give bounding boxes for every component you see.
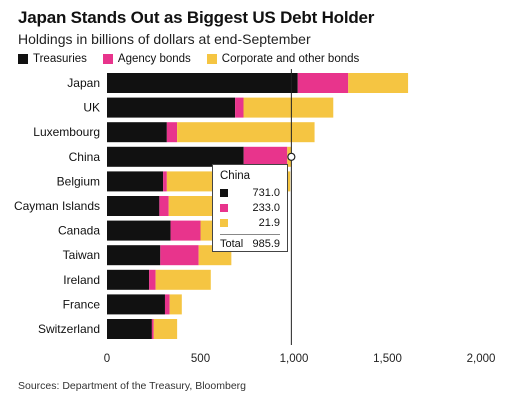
- bar-luxembourg-corporate-and-other-bonds: [177, 122, 315, 143]
- bar-taiwan-agency-bonds: [160, 245, 199, 266]
- bar-belgium-agency-bonds: [163, 171, 167, 192]
- bar-ireland-corporate-and-other-bonds: [155, 269, 211, 290]
- bar-luxembourg-treasuries: [107, 122, 167, 143]
- x-tick-label-500: 500: [191, 353, 210, 365]
- bar-china-agency-bonds: [243, 146, 288, 167]
- category-label-switzerland: Switzerland: [38, 322, 100, 336]
- tooltip-swatch-agency: [220, 203, 228, 212]
- bar-cayman-islands-treasuries: [107, 196, 160, 216]
- tooltip-value-treasuries: 731.0: [252, 186, 280, 199]
- category-label-belgium: Belgium: [57, 174, 100, 188]
- source-note: Sources: Department of the Treasury, Blo…: [18, 380, 246, 392]
- tooltip-swatch-corporate: [220, 218, 228, 227]
- category-label-uk: UK: [83, 101, 100, 115]
- legend: Treasuries Agency bonds Corporate and ot…: [18, 53, 359, 65]
- category-label-taiwan: Taiwan: [63, 248, 100, 262]
- category-label-france: France: [63, 297, 101, 311]
- tooltip-row-agency: 233.0: [220, 200, 280, 215]
- category-label-japan: Japan: [67, 76, 100, 90]
- tooltip-value-agency: 233.0: [252, 201, 280, 214]
- x-tick-label-1500: 1,500: [373, 353, 402, 365]
- category-label-canada: Canada: [58, 224, 100, 238]
- legend-label-treasuries: Treasuries: [33, 53, 87, 65]
- tooltip-title: China: [220, 170, 251, 182]
- tooltip-total-label: Total: [220, 238, 244, 250]
- category-label-luxembourg: Luxembourg: [33, 125, 100, 139]
- bar-belgium-treasuries: [107, 171, 164, 192]
- category-label-china: China: [69, 150, 101, 164]
- bar-taiwan-treasuries: [107, 245, 161, 266]
- legend-label-agency: Agency bonds: [117, 53, 191, 65]
- bar-france-agency-bonds: [164, 294, 170, 315]
- chart-subtitle: Holdings in billions of dollars at end-S…: [18, 31, 311, 47]
- bar-switzerland-corporate-and-other-bonds: [153, 319, 178, 339]
- x-tick-label-2000: 2,000: [467, 353, 496, 365]
- bar-switzerland-treasuries: [107, 319, 152, 339]
- tooltip-total: Total 985.9: [220, 238, 280, 250]
- bar-uk-treasuries: [107, 97, 236, 118]
- bar-uk-agency-bonds: [235, 97, 244, 118]
- legend-item-treasuries: Treasuries: [18, 53, 87, 65]
- x-tick-label-1000: 1,000: [280, 353, 309, 365]
- bar-japan-agency-bonds: [297, 73, 349, 93]
- legend-item-agency: Agency bonds: [102, 53, 191, 65]
- bar-canada-agency-bonds: [170, 220, 201, 241]
- bar-cayman-islands-agency-bonds: [159, 196, 169, 216]
- hover-marker: [287, 152, 296, 161]
- tooltip-divider: [220, 234, 280, 235]
- tooltip-row-corporate: 21.9: [220, 215, 280, 230]
- category-label-cayman-islands: Cayman Islands: [14, 199, 100, 213]
- bar-luxembourg-agency-bonds: [166, 122, 178, 143]
- bar-ireland-agency-bonds: [149, 269, 156, 290]
- bar-china-treasuries: [107, 146, 244, 167]
- bar-uk-corporate-and-other-bonds: [243, 97, 334, 118]
- tooltip-value-corporate: 21.9: [258, 216, 280, 229]
- x-tick-label-0: 0: [104, 353, 110, 365]
- bar-japan-treasuries: [107, 73, 298, 93]
- tooltip-swatch-treasuries: [220, 188, 228, 197]
- bar-canada-treasuries: [107, 220, 171, 241]
- tooltip-total-value: 985.9: [252, 238, 280, 250]
- legend-swatch-agency: [102, 54, 113, 64]
- bar-ireland-treasuries: [107, 269, 150, 290]
- bar-france-corporate-and-other-bonds: [169, 294, 182, 315]
- tooltip-row-treasuries: 731.0: [220, 185, 280, 200]
- chart-title: Japan Stands Out as Biggest US Debt Hold…: [18, 8, 375, 27]
- tooltip: China 731.0 233.0 21.9 Total 985.9: [212, 164, 288, 252]
- category-label-ireland: Ireland: [63, 273, 100, 287]
- legend-item-corporate: Corporate and other bonds: [206, 53, 360, 65]
- legend-swatch-treasuries: [18, 54, 28, 64]
- bar-japan-corporate-and-other-bonds: [348, 73, 409, 93]
- bar-switzerland-agency-bonds: [151, 319, 154, 339]
- legend-swatch-corporate: [206, 54, 217, 64]
- legend-label-corporate: Corporate and other bonds: [221, 53, 360, 65]
- bar-france-treasuries: [107, 294, 165, 315]
